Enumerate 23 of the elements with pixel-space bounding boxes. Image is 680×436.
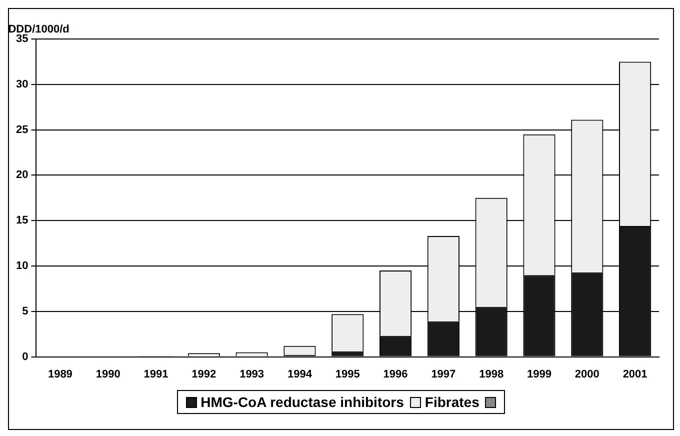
legend-label: Fibrates: [424, 394, 480, 410]
y-tick-label: 20: [16, 169, 28, 182]
y-tick-label: 0: [22, 350, 28, 363]
x-tick-label: 2001: [622, 368, 648, 380]
y-tick-label: 30: [16, 78, 28, 90]
legend-label: HMG-CoA reductase inhibitors: [200, 394, 404, 410]
x-tick-label: 1997: [431, 368, 456, 380]
x-tick-label: 2000: [574, 368, 600, 380]
x-tick-label: 1993: [240, 368, 264, 380]
y-tick-label: 15: [16, 214, 28, 227]
x-tick-label: 1992: [192, 368, 216, 380]
y-tick-label: 25: [16, 124, 28, 136]
x-tick-label: 1999: [526, 368, 552, 380]
x-tick-label: 1991: [144, 368, 168, 380]
x-tick-label: 1998: [479, 368, 504, 380]
x-tick-label: 1990: [96, 368, 120, 380]
x-tick-label: 1995: [335, 368, 360, 380]
y-tick-label: 10: [16, 260, 28, 272]
x-tick-label: 1996: [383, 368, 408, 380]
y-tick-label: 35: [16, 33, 28, 46]
y-tick-label: 5: [22, 305, 28, 318]
x-tick-label: 1989: [48, 368, 72, 380]
x-tick-label: 1994: [287, 368, 313, 380]
